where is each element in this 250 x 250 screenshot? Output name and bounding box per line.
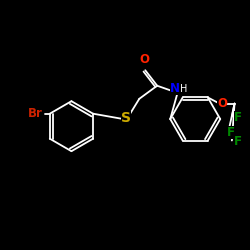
Text: F: F (227, 126, 235, 139)
Text: F: F (234, 111, 242, 124)
Text: O: O (139, 53, 149, 66)
Text: N: N (170, 82, 180, 95)
Text: O: O (217, 97, 227, 110)
Text: S: S (121, 111, 131, 125)
Text: F: F (234, 135, 242, 148)
Text: H: H (180, 84, 188, 94)
Text: Br: Br (28, 107, 43, 120)
